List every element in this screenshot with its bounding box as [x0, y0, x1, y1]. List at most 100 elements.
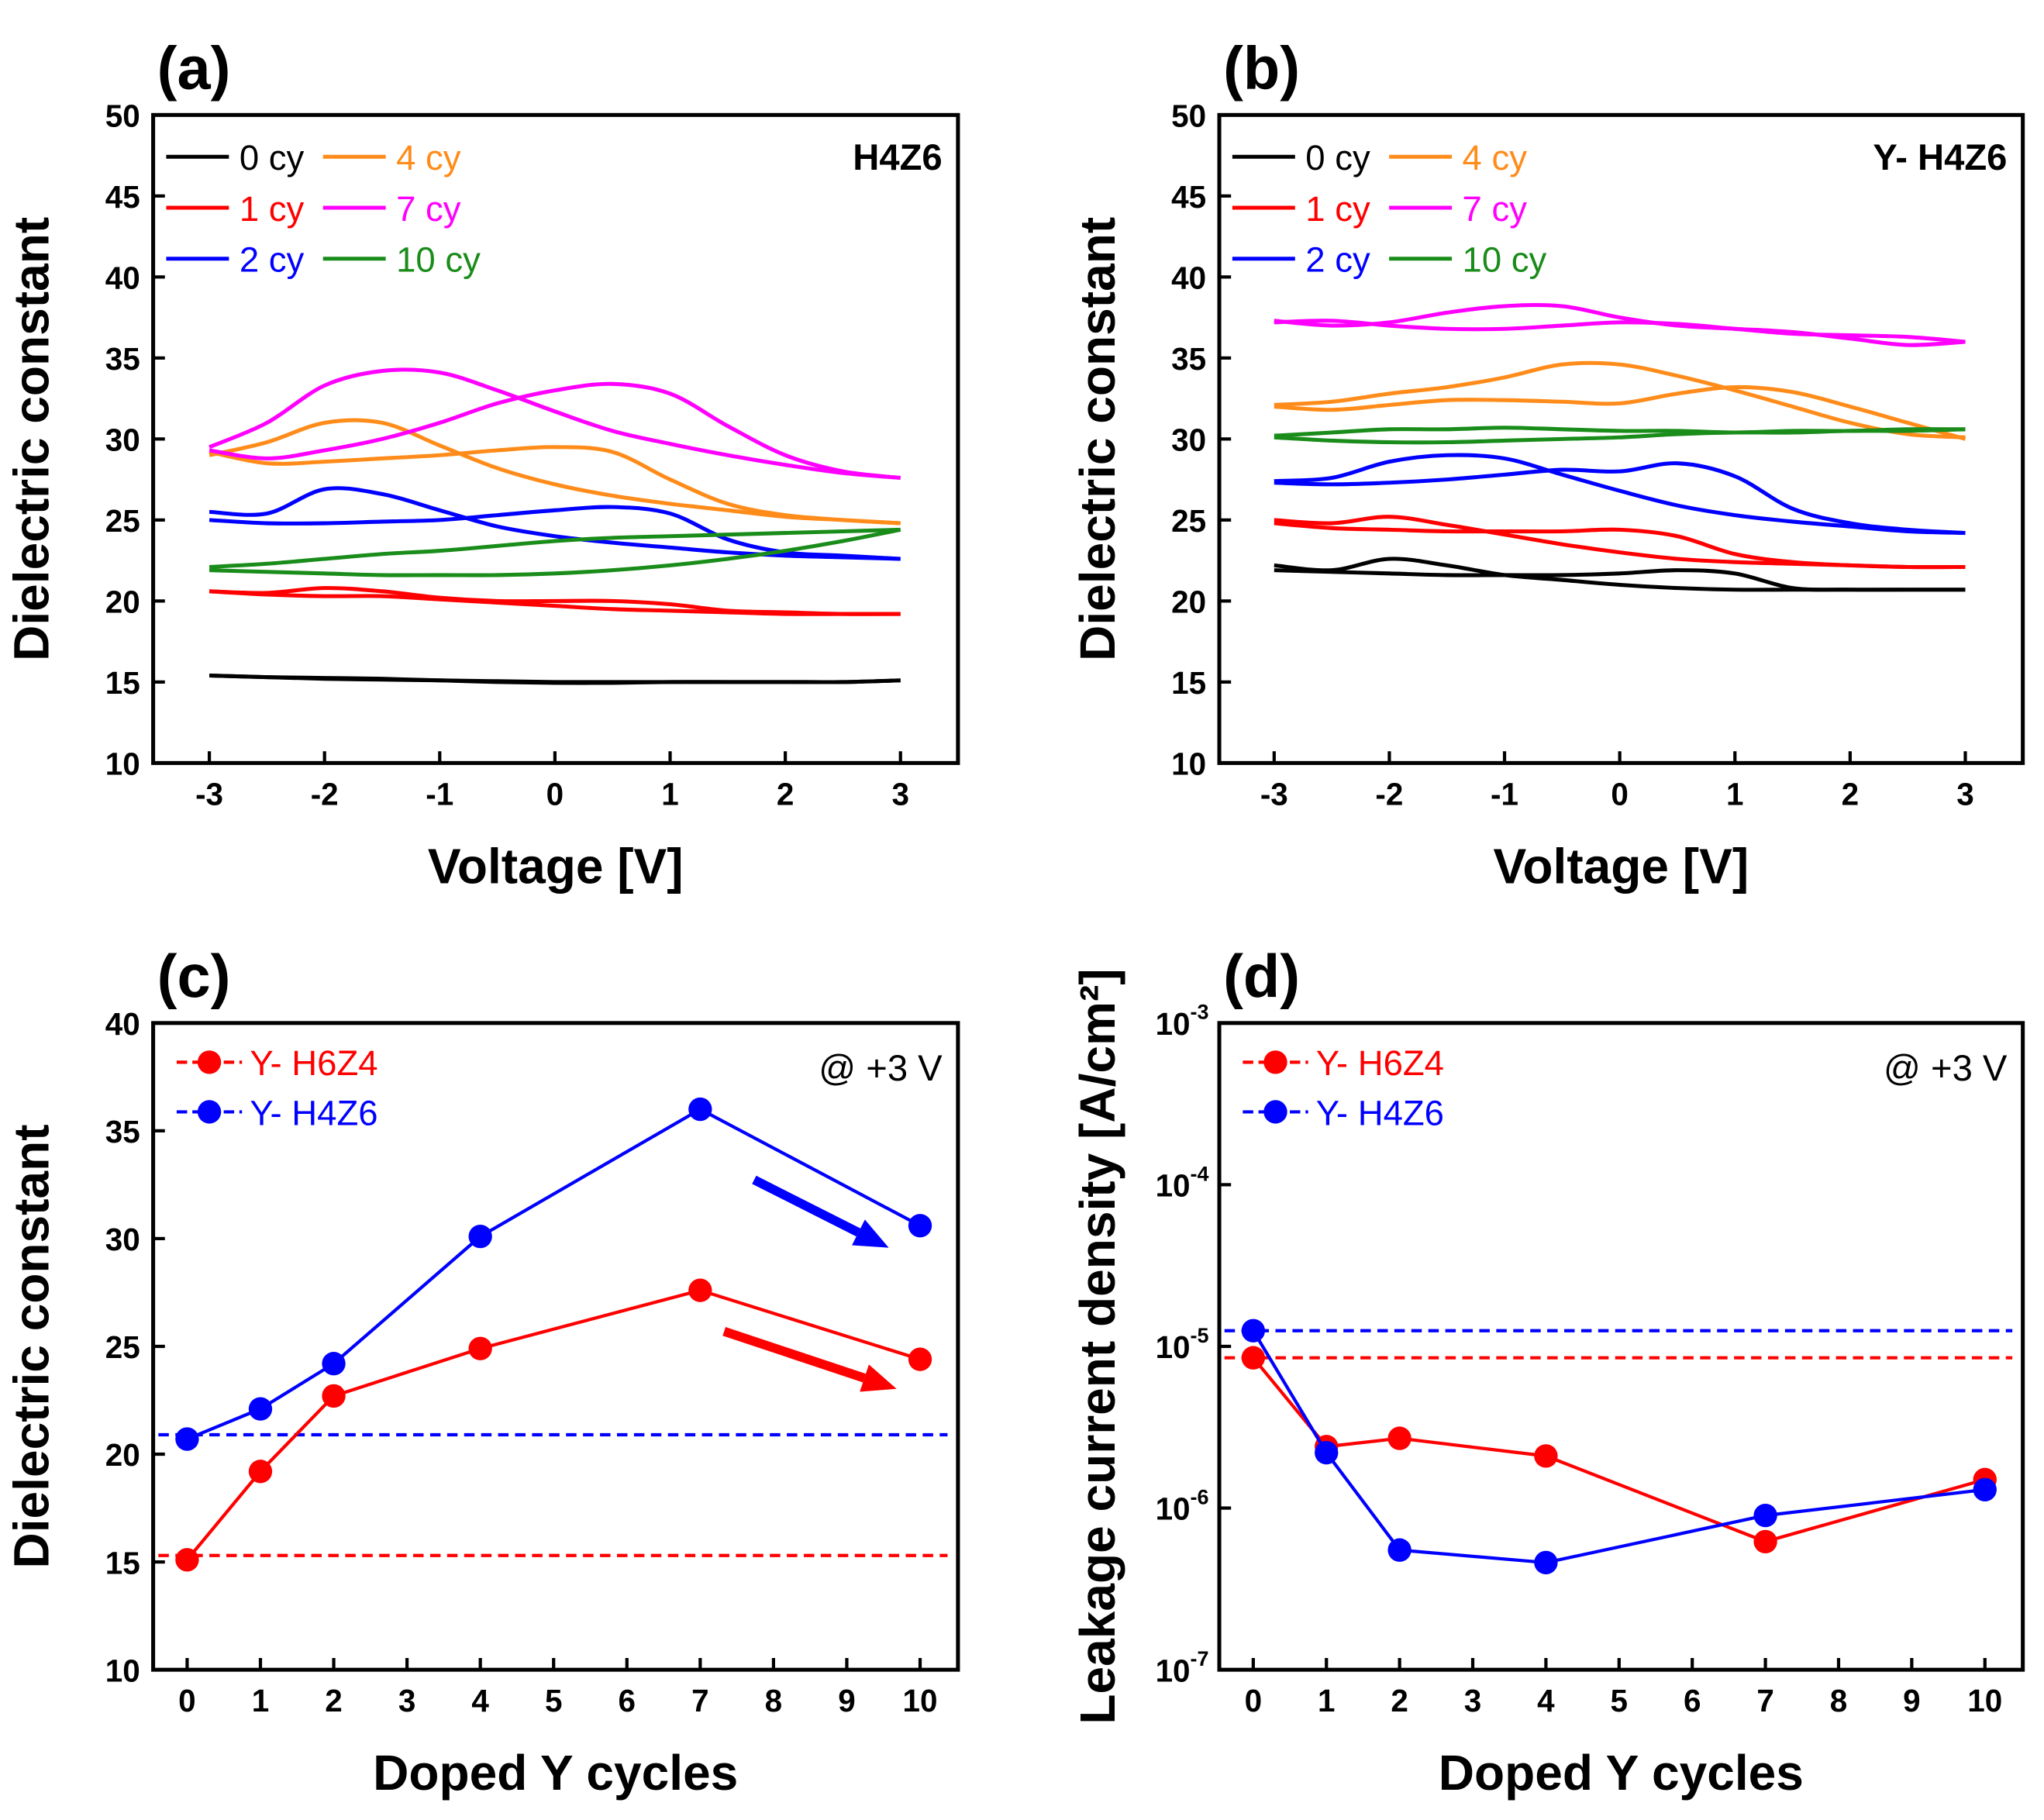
panel-label: (d) — [1223, 943, 1300, 1010]
x-axis-title: Voltage [V] — [428, 838, 684, 894]
y-tick-exponent: -3 — [1191, 1001, 1209, 1024]
legend-label: 1 cy — [240, 189, 305, 229]
curve-7-cy — [1274, 302, 1966, 347]
y-tick-label: 40 — [105, 1006, 140, 1042]
x-axis-title: Voltage [V] — [1493, 838, 1749, 894]
x-tick-label: 2 — [1842, 776, 1860, 812]
data-point — [248, 1460, 273, 1484]
curve-4-cy — [209, 418, 901, 526]
y-axis-title: Dielectric constant — [4, 1124, 60, 1568]
curve-10-cy — [209, 527, 901, 569]
data-point — [322, 1384, 346, 1408]
y-tick-label: 10-4 — [1156, 1162, 1209, 1203]
y-tick-label: 40 — [1171, 260, 1206, 296]
data-point — [688, 1097, 712, 1122]
data-point — [175, 1427, 199, 1451]
x-tick-label: 0 — [1611, 776, 1629, 812]
y-tick-label: 15 — [105, 665, 140, 701]
y-tick-label: 15 — [105, 1545, 140, 1580]
legend-label: 10 cy — [396, 240, 481, 280]
data-point — [1753, 1529, 1777, 1554]
x-axis-title: Doped Y cycles — [373, 1745, 738, 1801]
y-tick-base: 10 — [1156, 1653, 1191, 1688]
y-tick-label: 25 — [1171, 503, 1206, 539]
x-tick-label: 3 — [1464, 1683, 1482, 1718]
curve-7-cy — [209, 381, 901, 481]
curve-4-cy — [1274, 384, 1966, 441]
y-tick-label: 10 — [1171, 746, 1206, 782]
x-tick-label: -2 — [1375, 776, 1403, 812]
curve-10-cy — [1274, 427, 1966, 445]
x-tick-label: 1 — [1726, 776, 1744, 812]
y-tick-label: 10-6 — [1156, 1486, 1209, 1527]
data-point — [908, 1214, 932, 1238]
y-tick-label: 10-7 — [1156, 1647, 1209, 1688]
y-tick-label: 10-3 — [1156, 1001, 1209, 1042]
y-axis-title: Dielectric constant — [1070, 217, 1125, 661]
y-axis-title: Dielectric constant — [4, 217, 60, 661]
x-tick-label: 8 — [1830, 1683, 1848, 1718]
curve-2-cy — [1274, 461, 1966, 536]
y-tick-exponent: -5 — [1191, 1324, 1209, 1347]
x-tick-label: 2 — [1391, 1683, 1408, 1718]
data-point — [1241, 1318, 1266, 1343]
y-tick-base: 10 — [1156, 1168, 1191, 1204]
y-tick-label: 45 — [105, 179, 140, 215]
legend-label: 10 cy — [1463, 240, 1547, 280]
curve-7-cy — [209, 367, 901, 481]
x-tick-label: 9 — [1903, 1683, 1921, 1718]
y-tick-label: 45 — [1171, 179, 1206, 215]
data-point — [468, 1336, 492, 1360]
legend-label: Y- H4Z6 — [250, 1093, 377, 1132]
x-tick-label: 6 — [1684, 1683, 1701, 1718]
y-tick-base: 10 — [1156, 1006, 1191, 1042]
legend-marker — [1263, 1100, 1287, 1124]
series-line — [1252, 1329, 1986, 1565]
legend-label: 0 cy — [240, 138, 305, 178]
curve-2-cy — [1274, 453, 1966, 536]
legend-label: Y- H6Z4 — [1316, 1043, 1444, 1083]
data-point — [175, 1548, 199, 1572]
y-tick-label: 30 — [1171, 422, 1206, 458]
legend-label: 0 cy — [1305, 138, 1370, 178]
plot-frame — [1217, 1021, 2025, 1672]
legend-marker — [197, 1100, 222, 1124]
x-tick-label: -1 — [426, 776, 453, 812]
x-tick-label: 3 — [1956, 776, 1974, 812]
panel-a: (a) -3 -2 -1 0 1 2 3 10 15 20 25 30 35 40 45 50 Voltage [… — [4, 36, 960, 894]
data-point — [1241, 1346, 1266, 1370]
curve-1-cy — [1274, 521, 1966, 570]
x-tick-label: -2 — [311, 776, 339, 812]
y-tick-label: 50 — [105, 98, 140, 134]
panel-d: (d)0 1 2 3 4 5 6 7 8 9 1010-710-610-510-410-3Doped… — [1070, 943, 2025, 1801]
y-tick-label: 30 — [105, 422, 140, 458]
decrease-arrow-red — [722, 1326, 866, 1383]
x-tick-label: 6 — [619, 1683, 636, 1718]
legend-marker — [197, 1050, 222, 1074]
curve-4-cy — [209, 445, 901, 526]
x-tick-label: 10 — [1967, 1683, 2002, 1718]
y-tick-label: 30 — [105, 1222, 140, 1257]
y-tick-exponent: -7 — [1191, 1647, 1209, 1670]
curve-7-cy — [1274, 319, 1966, 344]
x-tick-label: -3 — [1260, 776, 1288, 812]
decrease-arrow-red-head — [860, 1364, 897, 1392]
y-tick-label: 35 — [105, 341, 140, 377]
data-point — [322, 1352, 346, 1376]
x-tick-label: 1 — [661, 776, 679, 812]
data-point — [248, 1397, 273, 1421]
annotation: Y- H4Z6 — [1873, 137, 2007, 178]
x-tick-label: 7 — [1756, 1683, 1774, 1718]
curve-0-cy — [209, 673, 901, 685]
x-tick-label: 0 — [546, 776, 564, 812]
y-tick-label: 25 — [105, 1329, 140, 1365]
series-line — [185, 1288, 921, 1561]
x-tick-label: 2 — [325, 1683, 343, 1718]
panel-label: (c) — [157, 943, 231, 1010]
x-tick-label: 2 — [777, 776, 795, 812]
panel-b: (b) -3 -2 -1 0 1 2 3 10 15 20 25 30 35 40 45 50 Voltage [… — [1070, 36, 2025, 894]
panel-label: (a) — [157, 36, 231, 102]
data-point — [1534, 1550, 1558, 1575]
curve-0-cy — [1274, 568, 1966, 592]
